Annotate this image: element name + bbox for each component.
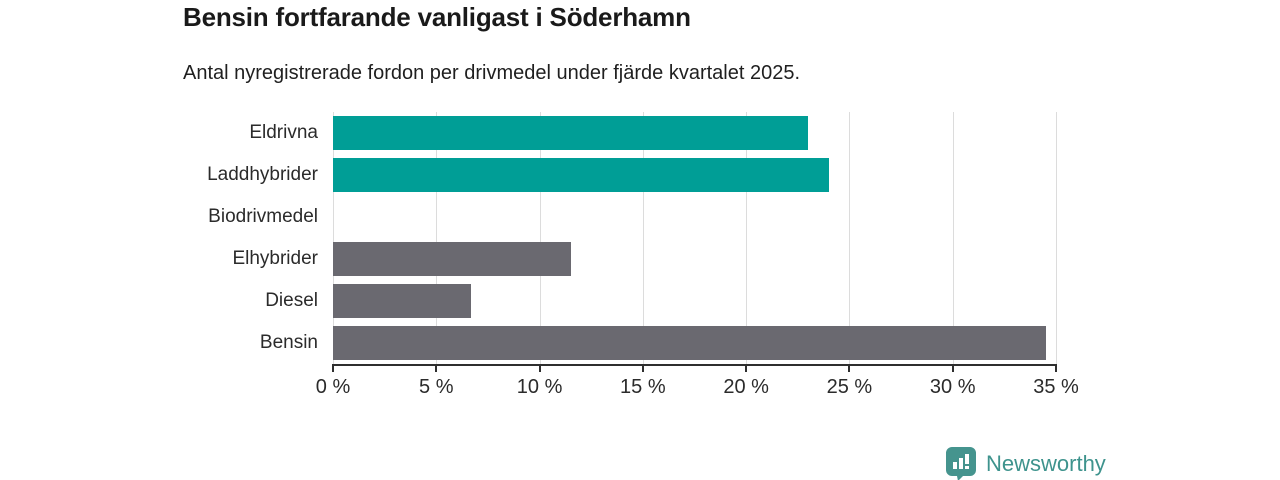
category-label: Laddhybrider	[207, 164, 318, 185]
x-tick-label: 0 %	[315, 376, 351, 398]
bar	[333, 284, 472, 318]
category-label: Eldrivna	[249, 122, 318, 143]
gridline	[849, 112, 851, 364]
category-label: Elhybrider	[232, 248, 318, 269]
category-label: Diesel	[265, 290, 318, 311]
gridline	[746, 112, 748, 364]
chart-subtitle: Antal nyregistrerade fordon per drivmede…	[183, 62, 801, 84]
axis-tick	[332, 365, 334, 372]
x-tick-label: 5 %	[419, 376, 454, 398]
axis-tick	[1055, 365, 1057, 372]
gridline	[333, 112, 334, 364]
x-tick-label: 35 %	[1033, 376, 1079, 398]
bar	[333, 326, 1046, 360]
brand-name: Newsworthy	[986, 450, 1106, 476]
x-tick-label: 30 %	[929, 376, 976, 398]
chart-title: Bensin fortfarande vanligast i Söderhamn	[183, 2, 691, 32]
category-label: Bensin	[259, 332, 318, 353]
bar-chart-speech-bubble-icon	[946, 447, 976, 480]
x-tick-label: 20 %	[723, 376, 769, 398]
bar	[333, 242, 571, 276]
gridline	[642, 112, 644, 364]
axis-tick	[641, 365, 644, 372]
axis-tick	[538, 365, 541, 372]
x-tick-label: 25 %	[826, 376, 873, 398]
axis-tick	[951, 365, 954, 372]
gridline	[539, 112, 541, 364]
gridline	[952, 112, 954, 364]
x-tick-label: 15 %	[620, 376, 666, 398]
category-labels: Eldrivna Laddhybrider Biodrivmedel Elhybrid…	[0, 112, 318, 364]
gridline	[436, 112, 438, 364]
bar	[333, 158, 829, 192]
x-axis	[332, 364, 1057, 366]
gridline	[1056, 112, 1057, 364]
axis-tick	[745, 365, 748, 372]
x-tick-label: 10 %	[516, 376, 563, 398]
axis-tick	[848, 365, 851, 372]
category-label: Biodrivmedel	[208, 206, 318, 227]
newsworthy-logo[interactable]: Newsworthy	[945, 446, 1106, 480]
bar	[333, 116, 809, 150]
axis-tick	[435, 365, 438, 372]
plot-area: 0 % 5 % 10 % 15 % 20 % 25 % 30 % 35 %	[316, 112, 1079, 398]
